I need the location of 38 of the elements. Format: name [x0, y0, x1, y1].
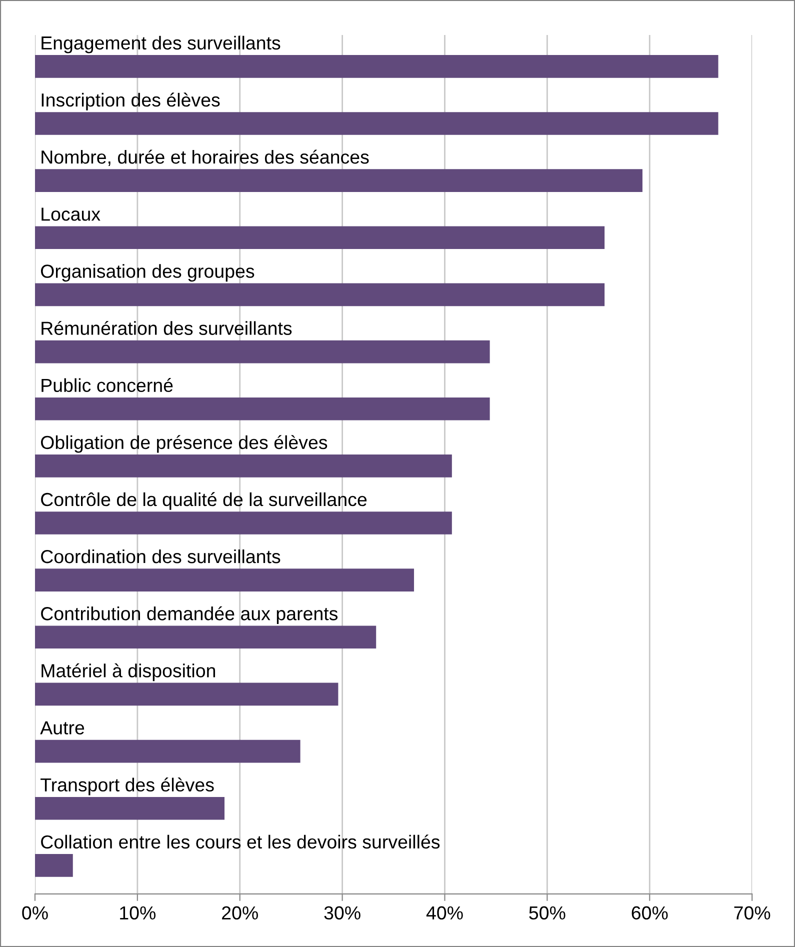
x-tick-label: 20% — [222, 906, 258, 920]
y-tick-label: Contrôle de la qualité de la surveillance — [41, 492, 367, 510]
y-tick-label: Collation entre les cours et les devoirs surveillés — [41, 834, 440, 849]
y-tick-label: Organisation des groupes — [40, 264, 254, 282]
y-tick-label: Coordination des surveillants — [41, 549, 280, 564]
x-tick-label: 0% — [22, 906, 48, 920]
y-tick-label: Public concerné — [42, 378, 173, 392]
bar — [34, 854, 73, 877]
y-tick-label: Contribution demandée aux parents — [41, 606, 338, 624]
x-tick-label: 50% — [529, 906, 566, 920]
y-tick-label: Inscription des élèves — [42, 92, 220, 110]
bar — [34, 112, 718, 135]
y-tick-label: Autre — [40, 721, 84, 734]
x-tick-label: 10% — [120, 906, 156, 920]
bar — [34, 169, 642, 192]
y-tick-label: Obligation de présence des élèves — [40, 435, 328, 453]
y-tick-label: Rémunération des surveillants — [42, 320, 292, 335]
bar — [34, 512, 452, 534]
bar — [34, 568, 414, 592]
x-tick-label: 30% — [324, 906, 360, 920]
bar — [34, 626, 376, 649]
bar — [34, 682, 338, 706]
bar — [34, 454, 452, 478]
y-tick-label: Transport des élèves — [40, 778, 214, 796]
y-tick-label: Nombre, durée et horaires des séances — [42, 150, 369, 166]
bar — [34, 796, 224, 820]
y-tick-label: Locaux — [42, 208, 100, 221]
bar — [34, 340, 490, 364]
y-tick-label: Matériel à disposition — [42, 663, 216, 682]
bar — [34, 283, 605, 306]
x-tick-label: 40% — [426, 906, 463, 920]
bar — [34, 397, 490, 420]
x-tick-label: 60% — [632, 906, 668, 920]
y-tick-label: Engagement des surveillants — [42, 36, 280, 54]
bar — [34, 226, 605, 250]
x-tick-label: 70% — [734, 906, 770, 920]
bar — [34, 740, 300, 763]
bar — [34, 55, 718, 78]
